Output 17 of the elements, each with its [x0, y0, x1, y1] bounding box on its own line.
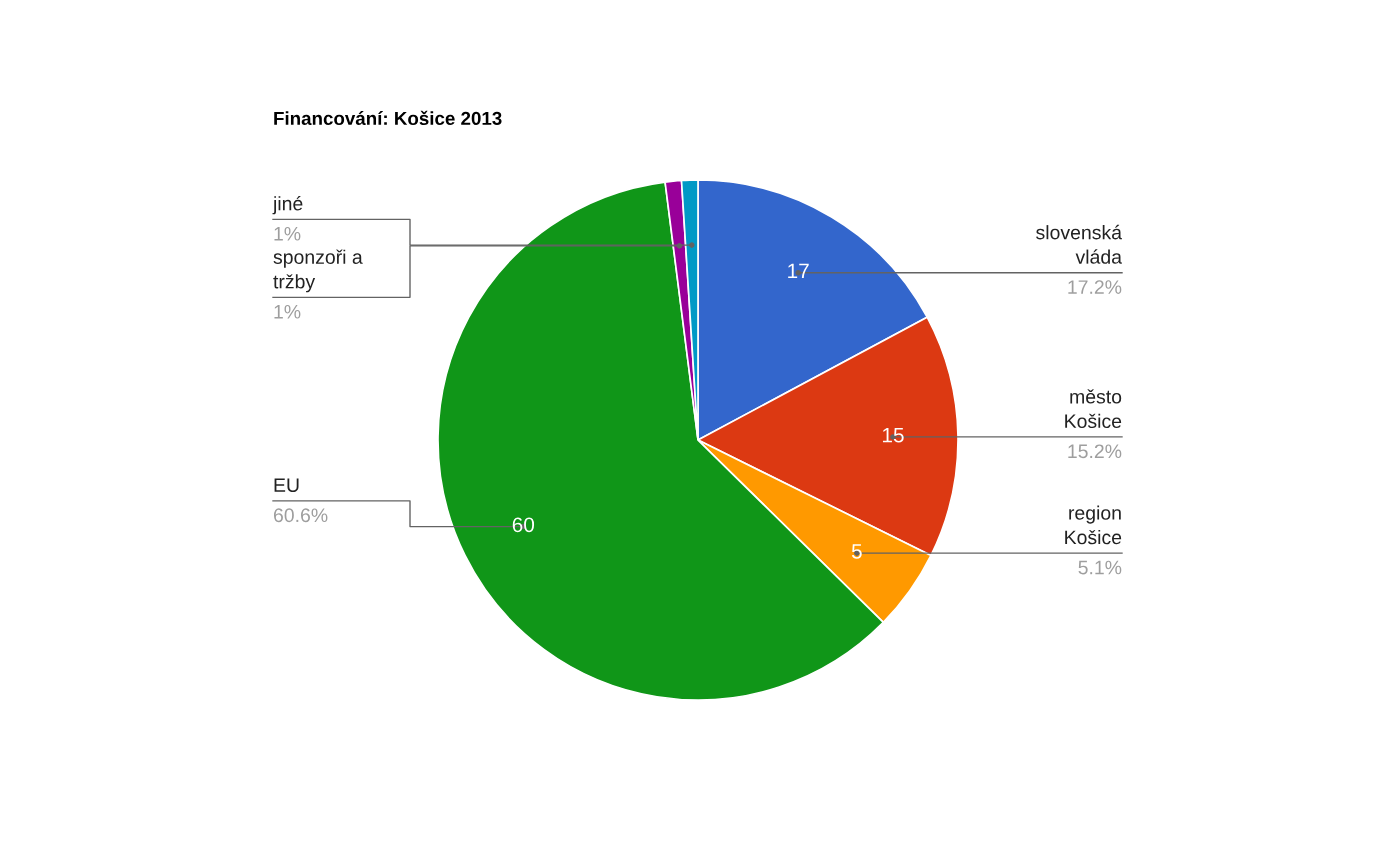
- slice-label: sponzoři a tržby: [273, 249, 363, 293]
- data-label: 5: [851, 544, 862, 559]
- text: 15.2%: [1068, 444, 1122, 459]
- text: 1%: [274, 226, 301, 241]
- text: 17.2%: [1068, 280, 1122, 294]
- text: 1%: [274, 304, 301, 319]
- text: 60.6%: [273, 508, 328, 523]
- text: 5.1%: [1078, 560, 1122, 575]
- chart-title: Financování: Košice 2013: [274, 110, 502, 126]
- slice-label: region Košice: [1065, 505, 1122, 545]
- slice-label: jiné: [272, 196, 303, 215]
- slice-label: slovenská vláda: [1036, 224, 1122, 264]
- slice-label: EU: [274, 478, 299, 493]
- data-label: 15: [882, 427, 904, 443]
- slice-label: město Košice: [1065, 389, 1122, 429]
- data-label: 60: [512, 517, 535, 533]
- data-label: 17: [788, 263, 809, 279]
